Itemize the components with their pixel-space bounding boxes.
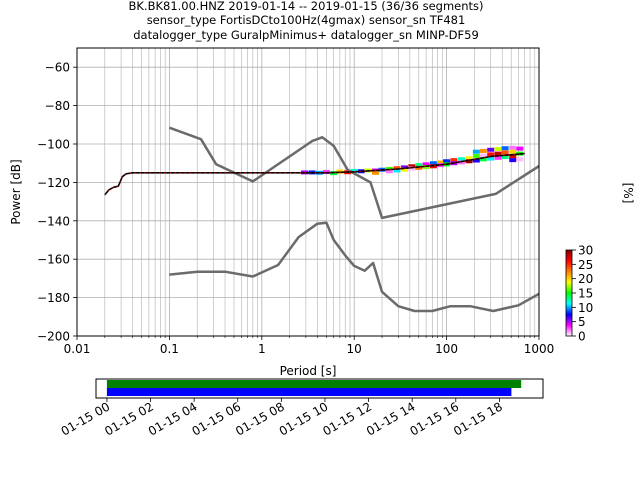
psd-cell: [509, 149, 517, 154]
psd-cell: [479, 153, 487, 158]
psd-cell: [393, 168, 401, 173]
x-tick-label: 10: [347, 342, 362, 356]
timeline-tick-label: 01-15 08: [233, 399, 287, 438]
psd-cell: [400, 167, 408, 172]
x-tick-label: 0.1: [160, 342, 179, 356]
psd-cell: [465, 156, 473, 161]
y-tick-label: −120: [37, 176, 70, 190]
timeline-tick-label: 01-15 02: [102, 399, 156, 438]
y-tick-label: −160: [37, 253, 70, 267]
psd-cell: [408, 166, 416, 171]
x-tick-label: 1000: [524, 342, 555, 356]
chart-title-line-1: BK.BK81.00.HNZ 2019-01-14 -- 2019-01-15 …: [128, 0, 483, 13]
psd-cell: [472, 149, 480, 154]
psd-cell: [472, 153, 480, 158]
colorbar-tick-label: 30: [578, 244, 593, 258]
y-tick-label: −180: [37, 291, 70, 305]
timeline-tick-label: 01-15 04: [146, 399, 200, 438]
psd-cell: [437, 160, 445, 165]
psd-cell: [372, 170, 379, 175]
x-tick-label: 0.01: [64, 342, 91, 356]
psd-cell: [458, 157, 466, 162]
y-tick-label: −140: [37, 214, 70, 228]
timeline-bar: [106, 388, 512, 396]
psd-cell: [393, 166, 401, 171]
psd-cell: [415, 163, 423, 168]
chart-title-line-2: sensor_type FortisDCto100Hz(4gmax) senso…: [147, 13, 466, 27]
psd-cell: [494, 151, 502, 156]
y-axis-label: Power [dB]: [9, 159, 23, 224]
y-tick-label: −100: [37, 138, 70, 152]
timeline-tick-label: 01-15 12: [320, 399, 374, 438]
psd-cell: [408, 164, 416, 169]
psd-cell: [487, 156, 495, 161]
x-tick-label: 100: [435, 342, 458, 356]
x-axis-ticks: 0.01 0.1 1 10 100 1000: [64, 336, 555, 356]
colorbar-tick-label: 15: [578, 287, 593, 301]
psd-cell: [509, 145, 517, 150]
x-axis-label: Period [s]: [280, 364, 337, 378]
y-tick-label: −80: [45, 99, 70, 113]
series-line-1: [168, 126, 539, 220]
timeline-tick-label: 01-15 16: [408, 399, 462, 438]
series-line-2: [169, 221, 539, 313]
noise-model-lines: [104, 126, 539, 313]
timeline-tick-label: 01-15 06: [190, 399, 244, 438]
psd-cell: [429, 161, 437, 166]
psd-cell: [400, 165, 408, 170]
psd-cell: [450, 158, 458, 163]
psd-cell: [479, 148, 487, 153]
psd-cell: [472, 158, 480, 163]
timeline-coverage-bars: [106, 380, 522, 396]
psd-histogram: [301, 145, 524, 176]
y-axis-ticks: −200 −180 −160 −140 −120 −100 −80 −60: [37, 61, 77, 344]
timeline-tick-label: 01-15 18: [451, 399, 505, 438]
colorbar-tick-label: 5: [578, 315, 586, 329]
y-tick-label: −60: [45, 61, 70, 75]
colorbar: [565, 249, 573, 337]
colorbar-tick-label: 20: [578, 272, 593, 286]
psd-cell: [501, 155, 509, 160]
psd-cell: [501, 150, 509, 155]
y-tick-label: −200: [37, 330, 70, 344]
grid-lines: [76, 48, 539, 337]
psd-cell: [415, 165, 423, 170]
x-tick-label: 1: [258, 342, 266, 356]
psd-cell: [494, 155, 502, 160]
psd-cell: [422, 162, 430, 167]
psd-cell: [516, 146, 524, 151]
chart-title-line-3: datalogger_type GuralpMinimus+ datalogge…: [133, 28, 479, 42]
psd-cell: [443, 159, 451, 164]
psd-cell: [509, 158, 517, 163]
psd-cell: [385, 169, 393, 174]
plot-frame: [76, 47, 540, 337]
timeline-bar: [106, 380, 522, 388]
psd-cell: [487, 152, 495, 157]
timeline-tick-label: 01-15 00: [59, 399, 113, 438]
psd-cell: [465, 159, 473, 164]
psd-cell: [494, 146, 502, 151]
series-line-3: [104, 152, 525, 196]
colorbar-tick-label: 10: [578, 301, 593, 315]
psd-cell: [479, 157, 487, 162]
psd-cell: [509, 154, 517, 159]
timeline-tick-label: 01-15 14: [364, 399, 418, 438]
psd-cell: [458, 160, 466, 165]
psd-cell: [501, 146, 509, 151]
timeline-tick-label: 01-15 10: [277, 399, 331, 438]
psd-cell: [487, 147, 495, 152]
psd-cell: [516, 157, 524, 162]
colorbar-label: [%]: [621, 183, 635, 204]
colorbar-tick-label: 25: [578, 258, 593, 272]
psd-cell: [350, 168, 358, 173]
colorbar-tick-label: 0: [578, 330, 586, 344]
